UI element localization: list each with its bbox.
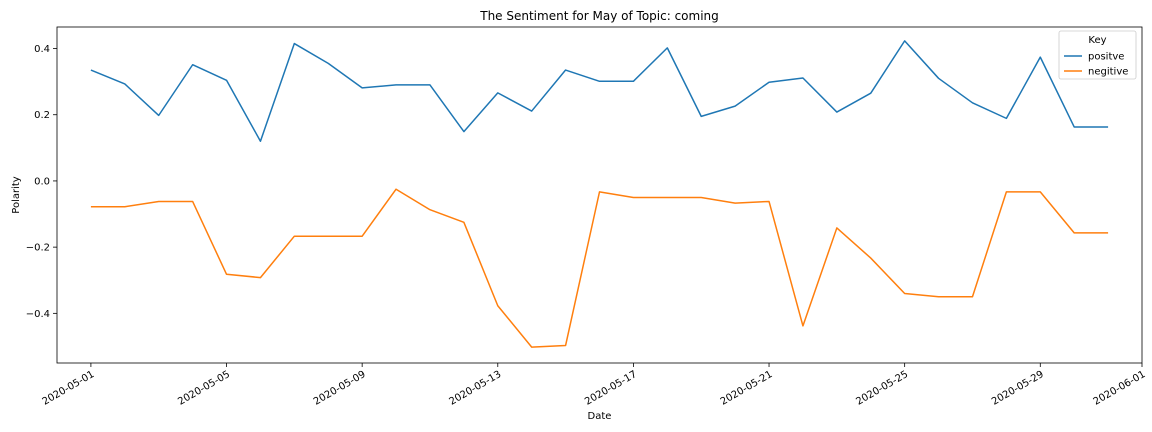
data-point — [1106, 125, 1109, 128]
plot-area-frame — [56, 26, 1143, 364]
legend-title: Key — [1088, 35, 1106, 46]
legend-box — [1058, 30, 1137, 80]
data-point — [564, 344, 567, 347]
data-point — [89, 68, 92, 71]
y-tick-label: −0.2 — [26, 243, 50, 254]
data-point — [564, 68, 567, 71]
data-point — [89, 205, 92, 208]
data-point — [1106, 231, 1109, 234]
data-point — [632, 80, 635, 83]
data-point — [767, 81, 770, 84]
data-point — [1005, 117, 1008, 120]
data-point — [259, 276, 262, 279]
series-line-positve — [90, 40, 1109, 142]
data-point — [835, 226, 838, 229]
x-tick-label: 2020-05-01 — [41, 369, 97, 408]
data-point — [767, 200, 770, 203]
data-point — [971, 295, 974, 298]
data-point — [123, 205, 126, 208]
data-point — [869, 92, 872, 95]
x-axis-label: Date — [588, 411, 612, 422]
series-line-negitive — [90, 188, 1109, 348]
data-point — [530, 346, 533, 349]
data-point — [361, 235, 364, 238]
data-point — [293, 235, 296, 238]
data-point — [1073, 231, 1076, 234]
x-tick-label: 2020-05-21 — [719, 369, 775, 408]
data-point — [1073, 125, 1076, 128]
data-point — [123, 82, 126, 85]
data-point — [428, 83, 431, 86]
legend: Key positve negitive — [1058, 30, 1137, 80]
data-point — [835, 110, 838, 113]
data-point — [903, 39, 906, 42]
data-point — [462, 130, 465, 133]
data-point — [598, 80, 601, 83]
chart-title: The Sentiment for May of Topic: coming — [479, 9, 719, 23]
series-layer — [89, 39, 1109, 349]
data-point — [734, 105, 737, 108]
data-point — [1039, 56, 1042, 59]
y-tick-label: 0.2 — [34, 110, 50, 121]
x-tick-label: 2020-05-29 — [990, 369, 1046, 408]
data-point — [293, 42, 296, 45]
data-point — [937, 295, 940, 298]
y-tick-label: 0.4 — [34, 44, 50, 55]
data-point — [225, 79, 228, 82]
x-tick-label: 2020-05-17 — [583, 369, 639, 408]
data-point — [734, 202, 737, 205]
legend-label-negitive: negitive — [1088, 67, 1128, 78]
data-point — [700, 115, 703, 118]
data-point — [869, 256, 872, 259]
y-tick-label: −0.4 — [26, 309, 50, 320]
data-point — [225, 273, 228, 276]
data-point — [157, 114, 160, 117]
data-point — [632, 196, 635, 199]
data-point — [394, 83, 397, 86]
data-point — [191, 200, 194, 203]
x-tick-label: 2020-06-01 — [1092, 369, 1148, 408]
data-point — [700, 196, 703, 199]
x-tick-label: 2020-05-05 — [176, 369, 232, 408]
data-point — [903, 292, 906, 295]
x-axis: 2020-05-01 2020-05-05 2020-05-09 2020-05-13… — [41, 363, 1148, 408]
data-point — [157, 200, 160, 203]
data-point — [259, 140, 262, 143]
data-point — [801, 76, 804, 79]
x-tick-label: 2020-05-13 — [447, 369, 503, 408]
x-tick-label: 2020-05-25 — [854, 369, 910, 408]
data-point — [496, 91, 499, 94]
y-axis-label: Polarity — [11, 176, 22, 214]
data-point — [666, 46, 669, 49]
data-point — [327, 235, 330, 238]
data-point — [801, 324, 804, 327]
data-point — [462, 221, 465, 224]
y-axis: 0.4 0.2 0.0 −0.2 −0.4 — [26, 44, 57, 320]
data-point — [937, 77, 940, 80]
data-point — [327, 62, 330, 65]
data-point — [394, 188, 397, 191]
data-point — [428, 208, 431, 211]
data-point — [361, 86, 364, 89]
data-point — [666, 196, 669, 199]
data-point — [530, 109, 533, 112]
y-tick-label: 0.0 — [34, 176, 50, 187]
data-point — [1005, 190, 1008, 193]
data-point — [971, 101, 974, 104]
data-point — [598, 190, 601, 193]
data-point — [191, 63, 194, 66]
data-point — [496, 304, 499, 307]
x-tick-label: 2020-05-09 — [312, 369, 368, 408]
data-point — [1039, 190, 1042, 193]
legend-label-positve: positve — [1088, 52, 1124, 63]
